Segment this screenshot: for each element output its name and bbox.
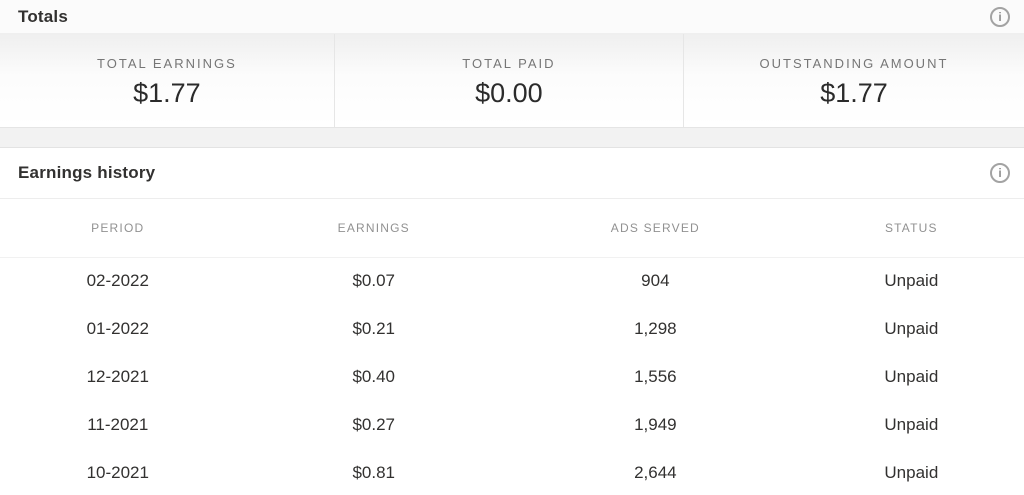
cell-period: 11-2021 bbox=[87, 415, 149, 434]
outstanding-amount-label: OUTSTANDING AMOUNT bbox=[759, 56, 949, 71]
cell-status: Unpaid bbox=[884, 415, 939, 434]
cell-period: 02-2022 bbox=[86, 271, 149, 291]
cell-ads-served: 1,949 bbox=[634, 415, 677, 434]
total-paid-card: TOTAL PAID $0.00 bbox=[333, 34, 683, 127]
cell-period: 12-2021 bbox=[86, 367, 149, 386]
total-earnings-label: TOTAL EARNINGS bbox=[97, 56, 237, 71]
earnings-history-header: Earnings history i bbox=[0, 148, 1024, 199]
cell-earnings: $0.21 bbox=[352, 319, 396, 338]
cell-status: Unpaid bbox=[884, 463, 939, 482]
cell-earnings: $0.81 bbox=[352, 463, 396, 482]
cell-ads-served: 1,298 bbox=[634, 319, 677, 338]
cell-ads-served: 904 bbox=[641, 271, 670, 291]
totals-card: TOTAL EARNINGS $1.77 TOTAL PAID $0.00 OU… bbox=[0, 34, 1024, 128]
total-paid-label: TOTAL PAID bbox=[462, 56, 556, 71]
info-icon[interactable]: i bbox=[990, 6, 1010, 27]
table-row: 11-2021 $0.27 1,949 Unpaid bbox=[0, 401, 1024, 449]
table-row: 02-2022 $0.07 904 Unpaid bbox=[0, 257, 1024, 305]
totals-section: Totals i TOTAL EARNINGS $1.77 TOTAL PAID… bbox=[0, 0, 1024, 128]
column-header-ads-served: ADS SERVED bbox=[511, 199, 799, 258]
table-row: 12-2021 $0.40 1,556 Unpaid bbox=[0, 353, 1024, 401]
cell-earnings: $0.27 bbox=[352, 415, 396, 434]
column-header-earnings: EARNINGS bbox=[235, 199, 512, 258]
totals-title: Totals bbox=[18, 6, 69, 26]
earnings-history-section: Earnings history i PERIOD EARNINGS ADS S… bbox=[0, 148, 1024, 495]
table-row: 10-2021 $0.81 2,644 Unpaid bbox=[0, 449, 1024, 495]
section-divider-gap bbox=[0, 128, 1024, 148]
outstanding-amount-card: OUTSTANDING AMOUNT $1.77 bbox=[682, 34, 1024, 127]
cell-period: 10-2021 bbox=[86, 463, 149, 482]
cell-status: Unpaid bbox=[884, 367, 939, 386]
cell-period: 01-2022 bbox=[86, 319, 149, 338]
total-earnings-value: $1.77 bbox=[133, 78, 201, 108]
earnings-history-table: PERIOD EARNINGS ADS SERVED STATUS 02-202… bbox=[0, 199, 1024, 495]
cell-earnings: $0.07 bbox=[352, 271, 396, 291]
totals-header: Totals i bbox=[0, 0, 1024, 34]
table-row: 01-2022 $0.21 1,298 Unpaid bbox=[0, 305, 1024, 353]
total-paid-value: $0.00 bbox=[475, 78, 543, 108]
info-icon[interactable]: i bbox=[990, 163, 1010, 183]
column-header-status: STATUS bbox=[798, 199, 1024, 258]
cell-status: Unpaid bbox=[884, 319, 939, 338]
cell-ads-served: 2,644 bbox=[634, 463, 677, 482]
cell-status: Unpaid bbox=[884, 271, 939, 291]
cell-ads-served: 1,556 bbox=[634, 367, 677, 386]
cell-earnings: $0.40 bbox=[352, 367, 396, 386]
table-header-row: PERIOD EARNINGS ADS SERVED STATUS bbox=[0, 199, 1024, 258]
outstanding-amount-value: $1.77 bbox=[820, 78, 888, 108]
column-header-period: PERIOD bbox=[0, 199, 236, 258]
earnings-table-body: 02-2022 $0.07 904 Unpaid 01-2022 $0.21 1… bbox=[0, 257, 1024, 495]
total-earnings-card: TOTAL EARNINGS $1.77 bbox=[0, 34, 334, 127]
earnings-history-title: Earnings history bbox=[18, 163, 156, 182]
